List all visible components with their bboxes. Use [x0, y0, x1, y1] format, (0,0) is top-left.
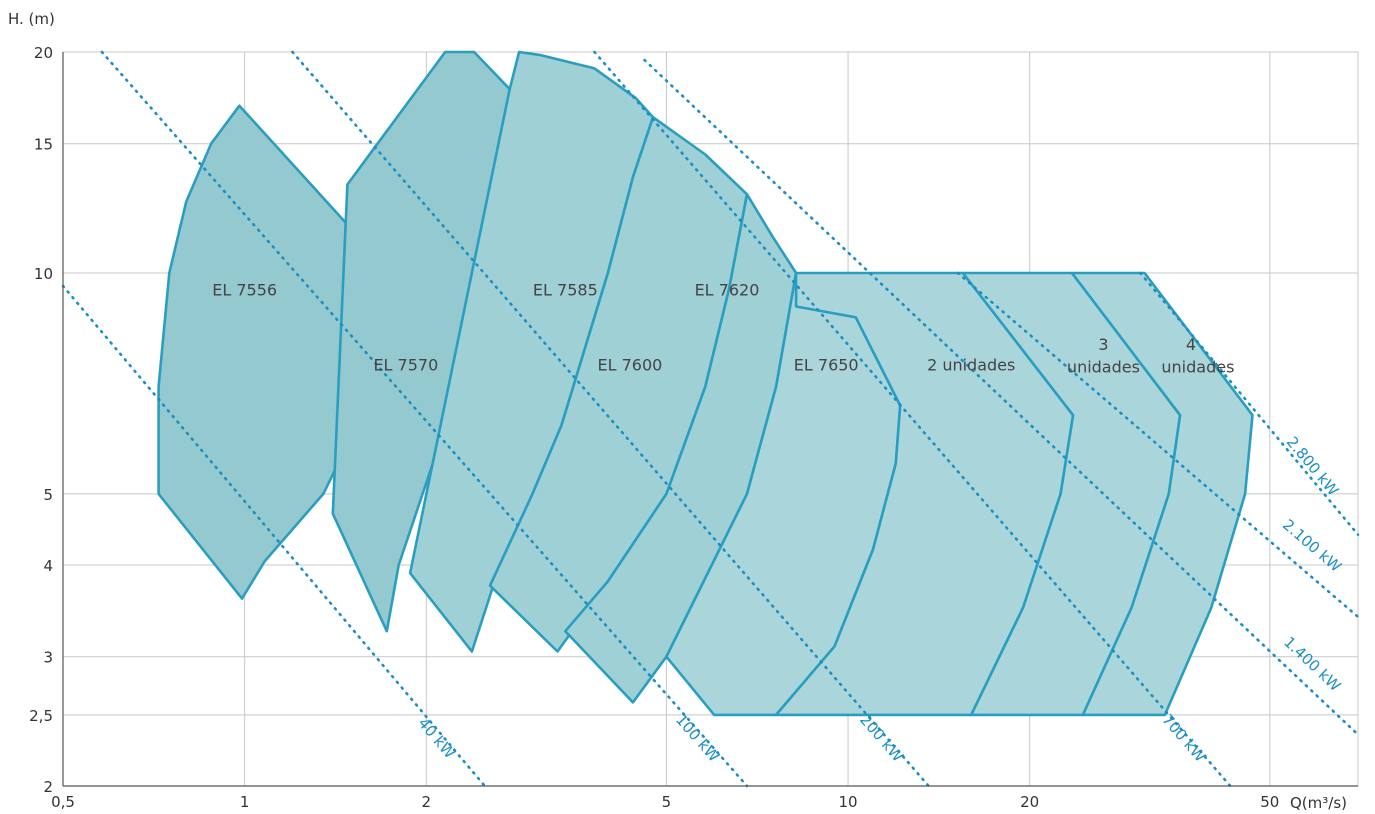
power-line-3 [291, 50, 930, 788]
x-tick-label: 20 [1020, 793, 1039, 811]
region-sublabel: unidades [1161, 358, 1234, 377]
x-tick-label: 0,5 [51, 793, 75, 811]
y-tick-label: 2 [43, 778, 53, 796]
x-tick-label: 5 [662, 793, 672, 811]
x-tick-label: 2 [422, 793, 432, 811]
pump-region-9 [1070, 271, 1254, 717]
region-labels: EL 7556 EL 7570 EL 7585 EL 7600 EL 7620 EL 76… [212, 280, 1234, 376]
x-tick-label: 50 [1260, 793, 1279, 811]
power-line-label: 100 kW [672, 711, 723, 766]
pump-regions [157, 50, 1254, 717]
axes: H. (m) Q(m³/s) 0,5 1 2 5 10 20 50 2 2,5 3 4 5 10 15 20 [8, 10, 1358, 812]
region-label: EL 7600 [598, 356, 663, 375]
y-tick-label: 20 [34, 44, 53, 62]
region-label: EL 7556 [212, 280, 277, 299]
y-tick-label: 10 [34, 265, 53, 283]
y-tick-label: 3 [43, 649, 53, 667]
y-tick-label: 4 [43, 557, 53, 575]
x-tick-label: 1 [240, 793, 250, 811]
y-axis-title: H. (m) [8, 10, 55, 28]
region-label: EL 7650 [794, 356, 859, 375]
y-tick-label: 2,5 [29, 707, 53, 725]
region-label: EL 7585 [533, 280, 598, 299]
power-line-label: 200 kW [856, 711, 907, 766]
region-label: EL 7620 [695, 280, 760, 299]
power-line-label: 2.800 kW [1283, 433, 1343, 499]
power-line-4 [593, 50, 1232, 788]
power-line-2 [100, 50, 749, 788]
power-line-label: 1.400 kW [1280, 633, 1344, 695]
y-tick-label: 15 [34, 136, 53, 154]
region-sublabel: unidades [1067, 358, 1140, 377]
x-axis-title: Q(m³/s) [1290, 794, 1347, 812]
x-tick-label: 10 [839, 793, 858, 811]
region-label: 3 [1098, 335, 1108, 354]
power-line-5 [643, 58, 1360, 736]
power-line-label: 40 kW [414, 714, 458, 762]
power-line-7 [1138, 271, 1360, 536]
power-line-label: 2.100 kW [1279, 516, 1345, 576]
region-label: EL 7570 [373, 356, 438, 375]
power-line-1 [61, 284, 487, 788]
power-line-label: 700 kW [1158, 711, 1209, 766]
power-line-6 [956, 271, 1360, 619]
y-tick-label: 5 [43, 486, 53, 504]
region-label: 2 unidades [927, 356, 1015, 375]
region-label: 4 [1186, 335, 1196, 354]
